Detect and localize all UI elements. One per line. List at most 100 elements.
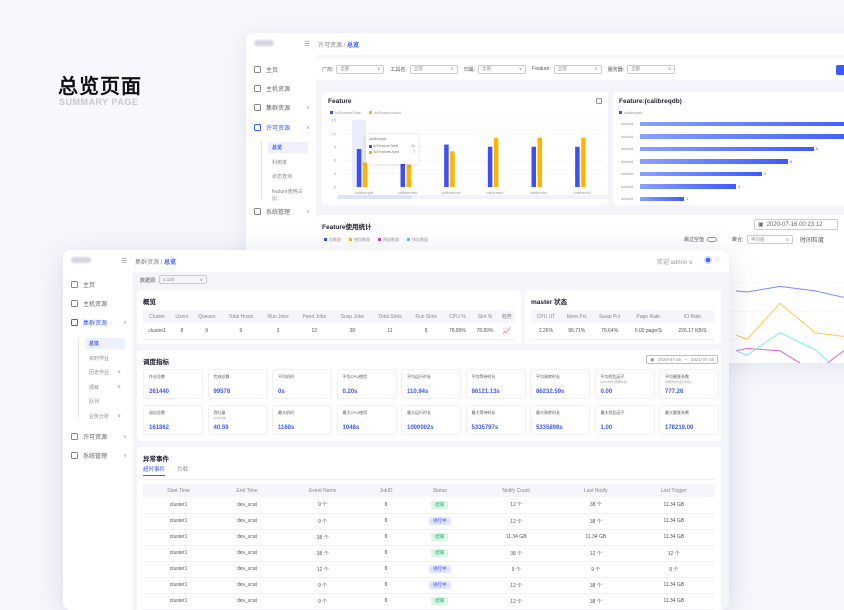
subnav-item-4[interactable]: 队列: [89, 399, 100, 405]
skip-empty-toggle[interactable]: 跳过空值: [684, 236, 718, 243]
filter-select[interactable]: 全部 ∨: [627, 64, 676, 74]
table-cell: cluster1: [143, 593, 215, 610]
breadcrumb-parent[interactable]: 集群资源 /: [135, 260, 163, 266]
sidebar-item-3[interactable]: 许可资源 ∧: [254, 123, 310, 132]
column-header: Cluster: [143, 310, 172, 323]
hbar-value: 4: [764, 171, 767, 176]
tab-load[interactable]: 负载: [177, 467, 189, 473]
table-cell: 12: [295, 323, 334, 340]
sidebar-item-label: 主页: [83, 283, 96, 289]
metric-name: 完成总数: [213, 374, 230, 379]
metric-name: 最大CPU使用: [342, 410, 367, 415]
subnav-item-0[interactable]: 总览: [268, 142, 308, 153]
status-badge: 进行中: [429, 565, 451, 573]
collapse-menu-icon[interactable]: ☰: [304, 41, 311, 48]
usage-legend-item[interactable]: 总数量: [324, 237, 341, 243]
query-button[interactable]: [836, 65, 844, 75]
sidebar-item-label: 系统管理: [83, 454, 108, 460]
x-tick-label: calibreqdb: [355, 190, 374, 195]
column-header: Total Slots: [371, 310, 409, 323]
logo: [254, 40, 274, 46]
legend-used[interactable]: licFeatureUsed: [369, 110, 401, 115]
subnav-item-2[interactable]: 状态查询: [272, 174, 293, 180]
bar-used: [537, 137, 542, 187]
user-menu[interactable]: 欢迎 admin ∨: [657, 260, 694, 266]
sidebar-item-4[interactable]: 系统管理 ∨: [254, 207, 310, 216]
feature-legend: licFeatureTotal licFeatureUsed: [330, 110, 401, 115]
bar-total: [400, 160, 405, 187]
subnav-item-0[interactable]: 总览: [85, 338, 125, 349]
table-cell: 11.34 GB: [632, 577, 715, 594]
filter-select[interactable]: 全部 ∨: [336, 64, 385, 74]
metrics-card: 调度指标 ▣ 2020-07-16 ~2021-07-16 作业总数 261440 完成…: [137, 350, 721, 441]
sidebar-item-label: 集群资源: [83, 321, 108, 327]
y-tick-label: 9: [334, 144, 337, 149]
usage-legend-item[interactable]: 排队数量: [407, 237, 428, 243]
subnav-item-3[interactable]: feature使用占比: [272, 188, 303, 202]
datasource-select[interactable]: 4.120 ∨: [159, 275, 207, 284]
breadcrumb-parent[interactable]: 许可资源 /: [318, 43, 346, 49]
table-cell: 8: [408, 323, 444, 340]
status-badge: 结束: [431, 549, 449, 557]
y-tick-label: 15: [332, 118, 337, 123]
table-cell: 9 个: [279, 593, 366, 610]
menu-icon: [254, 85, 261, 92]
sidebar-item-4[interactable]: 系统管理 ∨: [71, 451, 127, 460]
metric-card: 最大等待时长 5335797s: [465, 405, 526, 435]
usage-legend-item[interactable]: 使用数量: [349, 237, 370, 243]
usage-legend-item[interactable]: 预留数量: [378, 237, 399, 243]
hbar-label: default: [621, 158, 634, 164]
table-cell: cluster1: [143, 513, 215, 530]
legend-total[interactable]: licFeatureTotal: [330, 110, 361, 115]
table-cell: 8: [365, 529, 407, 546]
back-header: [246, 33, 844, 55]
metric-card: 吞吐量 (job/小时) 40.59: [207, 405, 268, 435]
chevron-icon: ∧: [123, 319, 127, 326]
filter-select[interactable]: 全部 ∨: [553, 64, 602, 74]
sidebar-item-2[interactable]: 集群资源 ∨: [254, 103, 310, 112]
table-cell: 96.71%: [560, 323, 593, 340]
trend-chart-icon[interactable]: 📈: [502, 327, 512, 335]
tab-timeout-events[interactable]: 超时事件: [143, 465, 166, 476]
hbar: [640, 146, 814, 151]
metric-name: 退出总数: [149, 410, 165, 415]
metric-name: 最大机时: [278, 410, 294, 415]
subnav-item-5[interactable]: 业务分析 ∨: [89, 412, 121, 420]
sidebar-item-0[interactable]: 主页: [254, 65, 310, 74]
hbar-legend[interactable]: calibreqdb: [619, 110, 642, 115]
sidebar-item-label: 集群资源: [266, 106, 291, 112]
datetime-picker[interactable]: ▣ 2020-07-16 00:23:12: [754, 219, 838, 230]
collapse-menu-icon[interactable]: ☰: [121, 258, 128, 265]
zoom-slider[interactable]: [338, 195, 608, 199]
filter-label: 工具名:: [390, 66, 407, 73]
menu-icon: [71, 452, 78, 459]
chevron-icon: ∨: [306, 104, 310, 111]
theme-icon[interactable]: [704, 256, 712, 264]
agg-select[interactable]: 平均值 ∨: [747, 235, 793, 244]
subnav-item-3[interactable]: 项目 ∨: [89, 383, 121, 391]
download-icon[interactable]: [596, 98, 602, 104]
table-cell: 11.34 GB: [632, 529, 715, 546]
sidebar-item-1[interactable]: 主机资源: [71, 299, 127, 308]
filter-select[interactable]: 全部 ∨: [478, 64, 527, 74]
sidebar-item-2[interactable]: 集群资源 ∧: [71, 318, 127, 327]
breadcrumb-current: 总览: [164, 260, 177, 266]
sidebar-item-0[interactable]: 主页: [71, 280, 127, 289]
sidebar-item-3[interactable]: 许可资源 ∨: [71, 432, 127, 441]
subnav-item-2[interactable]: 历史作业 ∨: [89, 369, 121, 376]
table-cell: 11.34 GB: [632, 497, 715, 514]
sidebar-item-1[interactable]: 主机资源: [254, 84, 310, 93]
table-cell: 12 个: [473, 497, 560, 514]
column-header: Total Hosts: [220, 310, 261, 323]
subnav-item-1[interactable]: 实时作业: [89, 355, 110, 362]
moon-icon[interactable]: ☾: [716, 257, 722, 263]
table-cell: 38 个: [559, 593, 633, 610]
column-header: End Time: [214, 484, 280, 497]
subnav-item-1[interactable]: 利用率: [272, 159, 288, 166]
filter-label: 服务器:: [607, 66, 625, 73]
sidebar-item-label: 许可资源: [83, 435, 108, 441]
filter-select[interactable]: 全部 ∨: [409, 64, 458, 74]
granularity-label: 时间粒度: [800, 238, 825, 244]
date-range-picker[interactable]: ▣ 2020-07-16 ~2021-07-16: [646, 355, 718, 364]
table-cell: cluster1: [143, 323, 172, 340]
